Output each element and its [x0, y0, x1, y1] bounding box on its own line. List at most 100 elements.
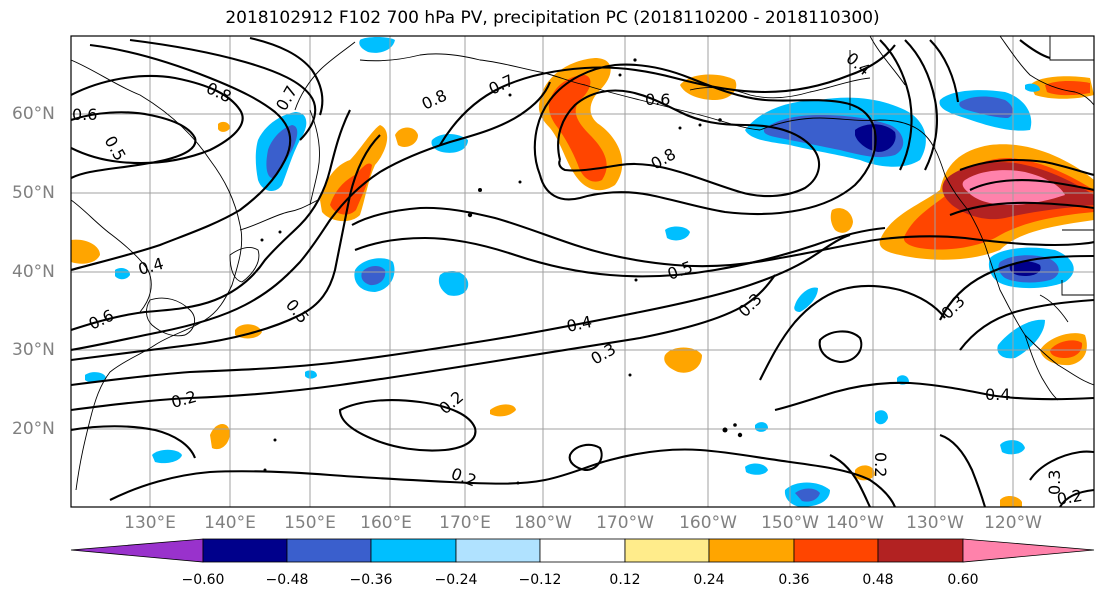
contour-label: 0.3 — [1045, 470, 1064, 495]
negative-anomaly-small-13 — [755, 422, 768, 432]
negative-anomaly-small-2 — [438, 270, 469, 296]
islands — [260, 58, 743, 485]
colorbar-segment — [202, 538, 288, 563]
pv-contours — [71, 36, 1094, 507]
contour-line — [929, 39, 960, 103]
contour-line — [959, 298, 1094, 351]
colorbar-min-extension — [70, 538, 204, 563]
contour-line — [533, 63, 877, 216]
colorbar-segment — [624, 538, 710, 563]
lon-label: 130°W — [906, 513, 964, 533]
contour-label: 0.2 — [871, 452, 890, 477]
negative-anomaly-small-16 — [305, 370, 317, 379]
contour-line — [1029, 450, 1094, 481]
contour-line — [338, 399, 477, 452]
colorbar-segment — [877, 538, 964, 563]
contour-label: 0.4 — [842, 49, 874, 80]
lat-label-20n: 20°N — [12, 419, 55, 439]
contour-label: 0.4 — [565, 312, 594, 336]
colorbar-segment — [539, 538, 626, 563]
contour-line — [1059, 488, 1094, 507]
contour-label: 0.6 — [72, 105, 97, 124]
contour-line — [829, 454, 871, 507]
positive-anomaly-small-11 — [1000, 496, 1022, 507]
contour-line — [249, 36, 324, 116]
colorbar-tick-label: 0.12 — [609, 572, 641, 588]
lon-label: 140°W — [826, 513, 884, 533]
lat-label-40n: 40°N — [12, 262, 55, 282]
colorbar-max-extension — [962, 538, 1095, 563]
contour-line — [818, 330, 863, 364]
contour-line — [774, 381, 1094, 412]
lon-label: 160°W — [679, 513, 737, 533]
contour-label: 0.3 — [734, 289, 765, 320]
contour-line — [71, 233, 851, 387]
contour-label: 0.5 — [665, 257, 695, 284]
negative-anomaly-small-14 — [85, 372, 106, 383]
negative-anomaly-small-1-core — [361, 266, 386, 286]
contour-label: 0.6 — [645, 90, 670, 109]
colorbar-tick-label: −0.24 — [434, 572, 478, 588]
negative-anomaly-small-11 — [745, 463, 768, 475]
contour-label: 0.2 — [169, 387, 199, 412]
contour-line — [71, 134, 381, 362]
contour-label: 0.2 — [1055, 486, 1083, 509]
contour-line — [71, 75, 244, 165]
contour-line — [351, 206, 1094, 268]
positive-anomaly-bering-core — [548, 75, 607, 182]
colorbar-tick-label: 0.36 — [778, 572, 810, 588]
contour-line — [71, 425, 196, 459]
colorbar-segment — [455, 538, 541, 563]
contour-label: 0.8 — [419, 86, 450, 114]
contour-line — [759, 284, 946, 381]
negative-anomaly-bc-core — [959, 96, 1013, 118]
contour-line — [71, 274, 776, 412]
lat-label-30n: 30°N — [12, 340, 55, 360]
contour-label: 0.8 — [648, 144, 680, 173]
lat-label-50n: 50°N — [12, 183, 55, 203]
positive-anomaly-small-4 — [71, 239, 100, 264]
contour-line — [71, 109, 351, 331]
contour-line — [1019, 39, 1051, 60]
contour-label: 0.7 — [272, 82, 301, 114]
lat-label-60n: 60°N — [12, 104, 55, 124]
negative-anomaly-small-6 — [794, 287, 818, 312]
contour-line — [557, 89, 821, 198]
colorbar-tick-label: 0.60 — [947, 572, 979, 588]
contour-line — [71, 43, 292, 272]
colorbar-tick-label: −0.12 — [518, 572, 562, 588]
contour-line — [439, 44, 896, 146]
lon-label: 150°W — [761, 513, 819, 533]
positive-anomaly-small-13 — [218, 121, 230, 132]
contour-label: 0.2 — [449, 464, 479, 491]
contour-label: 0.3 — [588, 339, 620, 368]
contour-label: 0.4 — [136, 254, 166, 279]
colorbar-tick-label: −0.36 — [349, 572, 393, 588]
negative-anomaly-small-9 — [152, 449, 182, 464]
contour-line — [109, 448, 896, 507]
contour-label: 0.5 — [282, 295, 313, 327]
contour-line — [959, 159, 1094, 177]
lon-label: 150°E — [284, 513, 336, 533]
contour-line — [969, 179, 1094, 192]
contour-line — [939, 254, 1094, 321]
negative-anomaly-small-15 — [115, 267, 130, 280]
contour-line — [71, 81, 551, 352]
contour-line — [904, 39, 938, 171]
colorbar-segment — [708, 538, 795, 563]
map-frame — [70, 35, 1095, 508]
contour-line — [879, 39, 913, 171]
colorbar-tick-label: 0.24 — [693, 572, 725, 588]
colorbar-tick-label: −0.48 — [265, 572, 309, 588]
contour-label: 0.4 — [985, 385, 1010, 404]
lon-label: 140°E — [204, 513, 256, 533]
contour-line — [71, 111, 197, 179]
lon-label: 120°W — [984, 513, 1042, 533]
colorbar-tick-label: 0.48 — [862, 572, 894, 588]
figure-title: 2018102912 F102 700 hPa PV, precipitatio… — [225, 8, 880, 28]
contour-label: 0.7 — [486, 71, 517, 99]
colorbar-segment — [286, 538, 372, 563]
positive-anomaly-small-12-core — [1050, 340, 1083, 358]
lon-label: 180°W — [514, 513, 572, 533]
